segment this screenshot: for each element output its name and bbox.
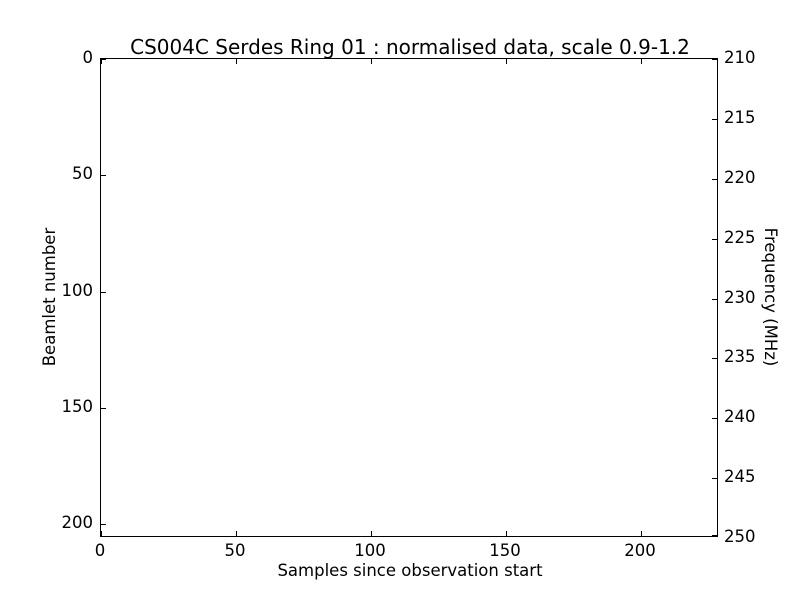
y-axis-label-left: Beamlet number (40, 227, 60, 367)
plot-title: CS004C Serdes Ring 01 : normalised data,… (130, 35, 690, 59)
y-right-tick-mark (712, 535, 717, 536)
x-tick-mark-top (506, 59, 507, 64)
y-right-tick-mark (712, 298, 717, 300)
y-left-tick-mark (101, 291, 106, 293)
x-tick-mark-top (236, 59, 237, 64)
y-right-tick-mark (712, 118, 717, 120)
x-axis-label: Samples since observation start (277, 561, 543, 580)
x-tick-mark-bottom (236, 531, 237, 536)
x-tick-mark-top (371, 59, 372, 64)
y-left-tick-mark (101, 407, 106, 409)
y-right-tick-label: 225 (724, 227, 756, 247)
y-left-tick-label: 100 (61, 280, 94, 300)
y-left-tick-label: 0 (82, 47, 94, 67)
y-right-tick-label: 245 (724, 466, 756, 486)
x-tick-label: 200 (624, 541, 656, 560)
y-right-tick-mark (712, 178, 717, 180)
y-right-tick-label: 240 (724, 407, 756, 426)
y-right-tick-label: 210 (724, 47, 756, 67)
x-tick-mark-top (101, 59, 102, 64)
y-left-tick-mark (101, 175, 106, 177)
y-right-tick-label: 250 (724, 526, 756, 546)
y-right-tick-mark (712, 358, 717, 360)
plot-area (100, 58, 718, 537)
y-right-tick-label: 230 (724, 287, 756, 307)
y-right-tick-mark (712, 478, 717, 480)
y-right-tick-mark (712, 59, 717, 60)
x-tick-label: 50 (224, 541, 246, 560)
x-tick-label: 100 (354, 541, 386, 560)
x-tick-mark-bottom (506, 531, 507, 536)
x-tick-mark-top (641, 59, 642, 64)
y-left-tick-mark (101, 59, 106, 60)
y-right-tick-mark (712, 238, 717, 240)
y-left-tick-label: 200 (61, 512, 94, 532)
x-tick-label: 0 (94, 541, 106, 560)
y-right-tick-label: 215 (724, 107, 756, 127)
y-right-tick-label: 235 (724, 347, 756, 367)
y-right-tick-mark (712, 418, 717, 420)
y-axis-label-right: Frequency (MHz) (760, 227, 780, 367)
y-left-tick-label: 50 (72, 164, 93, 183)
y-left-tick-mark (101, 524, 106, 525)
y-right-tick-label: 220 (724, 167, 756, 187)
x-tick-mark-bottom (641, 531, 642, 536)
x-tick-mark-bottom (371, 531, 372, 536)
x-tick-mark-bottom (101, 531, 102, 536)
x-tick-label: 150 (489, 541, 521, 560)
y-left-tick-label: 150 (61, 396, 94, 416)
